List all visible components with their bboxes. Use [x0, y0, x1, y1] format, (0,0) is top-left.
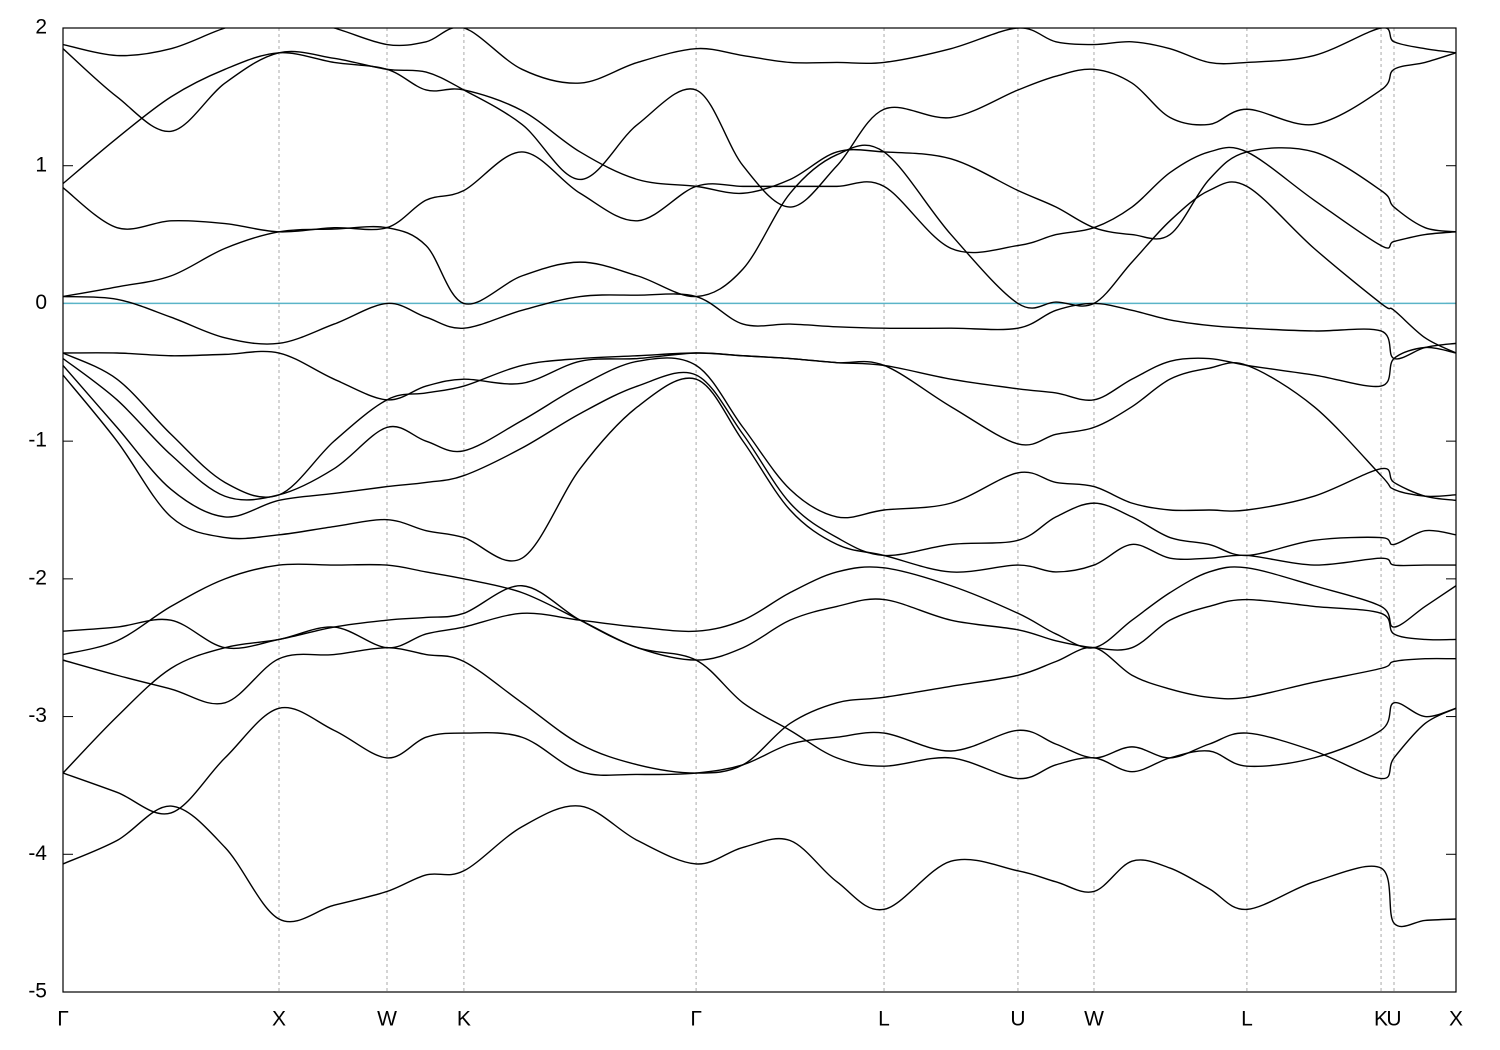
x-tick-label: X	[1449, 1008, 1463, 1031]
plot-frame	[62, 27, 1457, 993]
band-line	[63, 706, 1456, 815]
band-line	[63, 364, 1456, 557]
y-tick-label: -4	[28, 842, 47, 865]
band-line	[63, 585, 1456, 780]
plot-area	[63, 28, 1456, 928]
y-tick-label: -2	[28, 566, 47, 589]
x-tick-label: K	[457, 1008, 471, 1031]
band-line	[63, 52, 1456, 240]
y-tick-label: 2	[35, 16, 47, 39]
x-tick-label: K	[1374, 1008, 1388, 1031]
x-tick-label: U	[1386, 1008, 1401, 1031]
x-tick-label: U	[1010, 1008, 1025, 1031]
x-tick-label: W	[377, 1008, 397, 1031]
x-tick-label: Γ	[57, 1008, 69, 1031]
y-tick-label: 0	[35, 291, 47, 314]
y-tick-label: -3	[28, 704, 47, 727]
y-tick-label: -1	[28, 429, 47, 452]
band-line	[63, 346, 1456, 401]
band-line	[63, 48, 1456, 208]
x-tick-label: L	[878, 1008, 890, 1031]
x-tick-label: Γ	[690, 1008, 702, 1031]
band-line	[63, 357, 1456, 519]
band-line	[63, 566, 1456, 650]
y-tick-label: -5	[28, 980, 47, 1003]
band-line	[63, 144, 1456, 354]
band-line	[63, 646, 1456, 774]
band-line	[63, 28, 1456, 84]
band-line	[63, 563, 1456, 661]
x-tick-label: X	[272, 1008, 286, 1031]
y-tick-label: 1	[35, 153, 47, 176]
band-line	[63, 805, 1456, 928]
x-tick-label: L	[1241, 1008, 1253, 1031]
x-tick-label: W	[1084, 1008, 1104, 1031]
band-line	[63, 293, 1456, 360]
